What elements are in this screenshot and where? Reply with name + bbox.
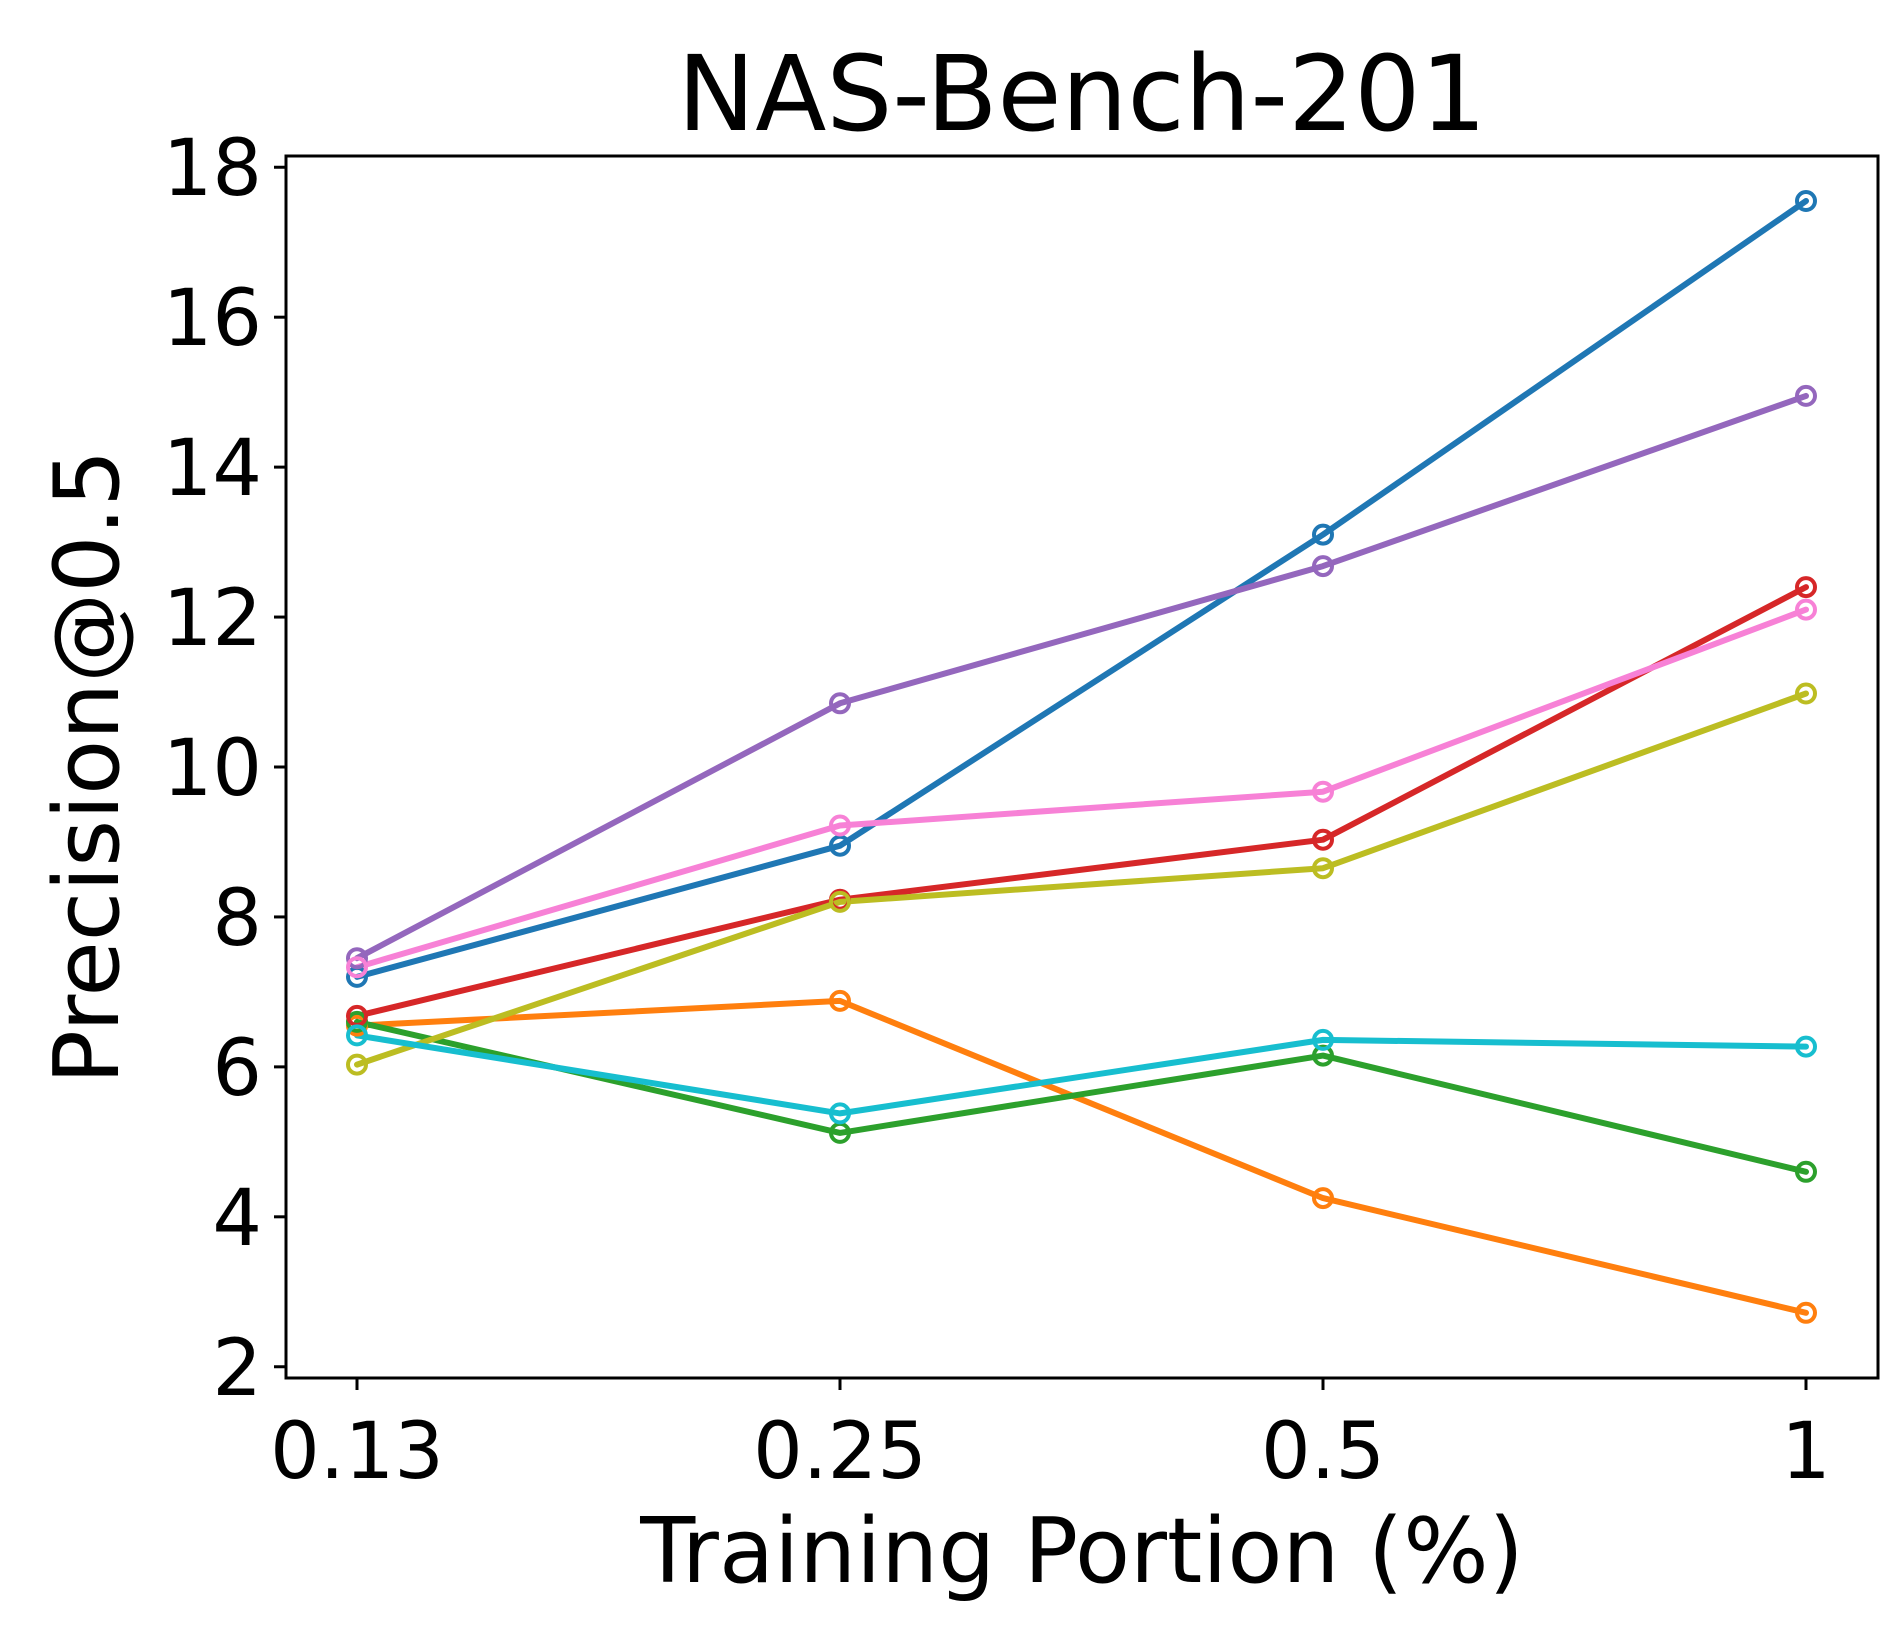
series-line-cyan (354, 1032, 1809, 1117)
y-tick-label: 12 (163, 574, 262, 664)
x-tick-label: 0.25 (753, 1407, 927, 1497)
y-tick-label: 16 (163, 274, 262, 364)
data-point-blue (829, 834, 851, 857)
data-point-green (1312, 1044, 1334, 1067)
data-point-purple (1795, 384, 1817, 407)
data-point-orange (1312, 1187, 1334, 1210)
y-tick-label: 2 (212, 1324, 262, 1414)
data-point-pink (1312, 780, 1334, 803)
data-point-purple (346, 947, 368, 970)
data-point-blue (1795, 190, 1817, 212)
x-tick-label: 1 (1781, 1407, 1831, 1497)
data-point-olive (1312, 857, 1334, 880)
y-axis-label: Precision@0.5 (35, 450, 140, 1085)
data-point-pink (346, 956, 368, 979)
x-axis-label: Training Portion (%) (639, 1499, 1524, 1604)
series-line-pink (354, 606, 1809, 971)
data-point-purple (1312, 555, 1334, 578)
data-point-olive (346, 1053, 368, 1076)
series-line-blue (354, 198, 1809, 980)
x-tick-label: 0.5 (1261, 1407, 1385, 1497)
series-line-purple (354, 392, 1809, 962)
y-tick-label: 6 (212, 1024, 262, 1114)
data-point-purple (829, 692, 851, 715)
data-point-orange (829, 989, 851, 1012)
x-tick-label: 0.13 (270, 1407, 444, 1497)
series-line-orange (354, 997, 1809, 1316)
data-point-cyan (1312, 1028, 1334, 1051)
data-point-cyan (1795, 1035, 1817, 1058)
series-layer (354, 198, 1809, 1316)
y-tick-label: 4 (212, 1174, 262, 1264)
x-axis: 0.13 0.25 0.5 1 (270, 1378, 1831, 1497)
y-tick-label: 8 (212, 874, 262, 964)
data-point-cyan (829, 1102, 851, 1125)
data-point-green (1795, 1160, 1817, 1183)
data-point-blue (1312, 523, 1334, 546)
series-line-olive (354, 690, 1809, 1068)
data-point-red (1312, 828, 1334, 851)
y-axis: 2 4 6 8 10 12 14 16 18 (163, 124, 286, 1414)
y-tick-label: 14 (163, 424, 262, 514)
data-point-pink (1795, 598, 1817, 621)
y-tick-label: 18 (163, 124, 262, 214)
chart-title: NAS-Bench-201 (677, 33, 1486, 155)
series-line-red (354, 584, 1809, 1019)
data-point-orange (1795, 1301, 1817, 1324)
marker-layer (346, 190, 1817, 1324)
y-tick-label: 10 (163, 724, 262, 814)
data-point-cyan (346, 1024, 368, 1047)
data-point-red (1795, 576, 1817, 599)
data-point-olive (829, 890, 851, 913)
data-point-olive (1795, 682, 1817, 705)
data-point-pink (829, 814, 851, 837)
